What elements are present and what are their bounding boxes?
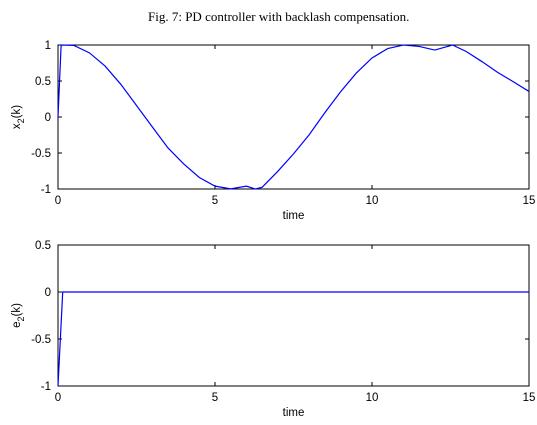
plot-x2-xtick-label: 15 bbox=[523, 195, 536, 207]
plot-e2: 0 5 10 15 -1 -0.5 0 0.5 time e2(k) bbox=[11, 240, 535, 419]
plot-x2-ytick-label: -1 bbox=[41, 184, 51, 196]
plot-x2-ylabel: x2(k) bbox=[11, 105, 26, 129]
plot-e2-series-line bbox=[57, 291, 529, 387]
plot-x2-xlabel: time bbox=[283, 210, 305, 222]
plot-x2: 0 5 10 15 -1 -0.5 0 0.5 1 time x2(k) bbox=[11, 40, 535, 222]
plot-x2-xtick-label: 0 bbox=[55, 195, 61, 207]
plot-x2-xtick-label: 5 bbox=[212, 195, 218, 207]
plot-e2-ytick-label: -1 bbox=[41, 381, 51, 393]
plot-e2-xtick-label: 15 bbox=[523, 392, 536, 404]
plot-e2-xtick-label: 10 bbox=[366, 392, 379, 404]
plot-e2-ytick-label: 0 bbox=[45, 287, 51, 299]
plot-e2-xlabel: time bbox=[283, 407, 305, 419]
plot-e2-ylabel: e2(k) bbox=[11, 303, 26, 328]
plot-x2-ytick-label: 0 bbox=[45, 112, 51, 124]
plot-e2-xtick-label: 0 bbox=[55, 392, 61, 404]
plot-x2-axes-box bbox=[57, 44, 530, 190]
plot-x2-xtick-label: 10 bbox=[366, 195, 379, 207]
plot-e2-axes-box bbox=[57, 244, 530, 387]
plot-e2-xtick-label: 5 bbox=[212, 392, 218, 404]
plot-x2-ytick-label: 1 bbox=[45, 40, 51, 52]
plot-e2-ytick-label: -0.5 bbox=[31, 334, 51, 346]
figure-title-text: Fig. 7: PD controller with backlash comp… bbox=[148, 9, 410, 24]
plot-x2-ytick-label: 0.5 bbox=[35, 76, 51, 88]
plot-x2-ytick-label: -0.5 bbox=[31, 148, 51, 160]
plot-x2-series-line bbox=[57, 44, 530, 190]
plot-e2-ytick-label: 0.5 bbox=[35, 240, 51, 252]
